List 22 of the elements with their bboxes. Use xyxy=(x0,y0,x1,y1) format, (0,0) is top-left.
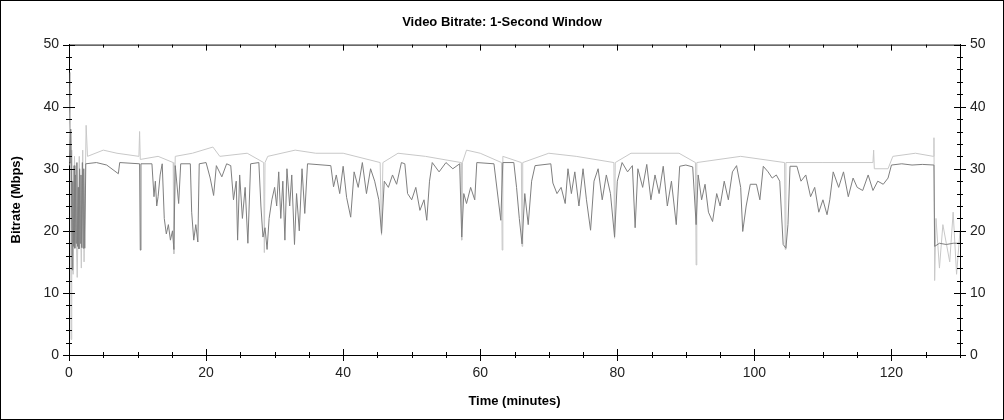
y2-tick-label: 40 xyxy=(970,97,986,114)
y2-tick-label: 50 xyxy=(970,35,986,52)
y-tick-label: 0 xyxy=(51,345,60,362)
y2-tick-label: 30 xyxy=(970,159,986,176)
y-tick-label: 20 xyxy=(43,221,60,238)
y-tick-label: 50 xyxy=(43,35,60,52)
x-tick-label: 60 xyxy=(472,364,489,381)
y-tick-label: 30 xyxy=(43,159,60,176)
y-tick-label: 40 xyxy=(43,97,60,114)
x-tick-label: 80 xyxy=(609,364,626,381)
x-tick-label: 0 xyxy=(65,364,74,381)
chart-title: Video Bitrate: 1-Second Window xyxy=(402,14,603,30)
x-tick-label: 120 xyxy=(879,364,904,381)
y-tick-label: 10 xyxy=(43,283,60,300)
x-axis-title: Time (minutes) xyxy=(468,392,561,408)
x-tick-label: 20 xyxy=(198,364,215,381)
y2-tick-label: 20 xyxy=(970,221,986,238)
x-tick-label: 100 xyxy=(742,364,767,381)
y-axis-title: Bitrate (Mbps) xyxy=(8,156,24,244)
y2-tick-label: 10 xyxy=(970,283,986,300)
y2-tick-label: 0 xyxy=(970,345,978,362)
x-tick-label: 40 xyxy=(335,364,352,381)
